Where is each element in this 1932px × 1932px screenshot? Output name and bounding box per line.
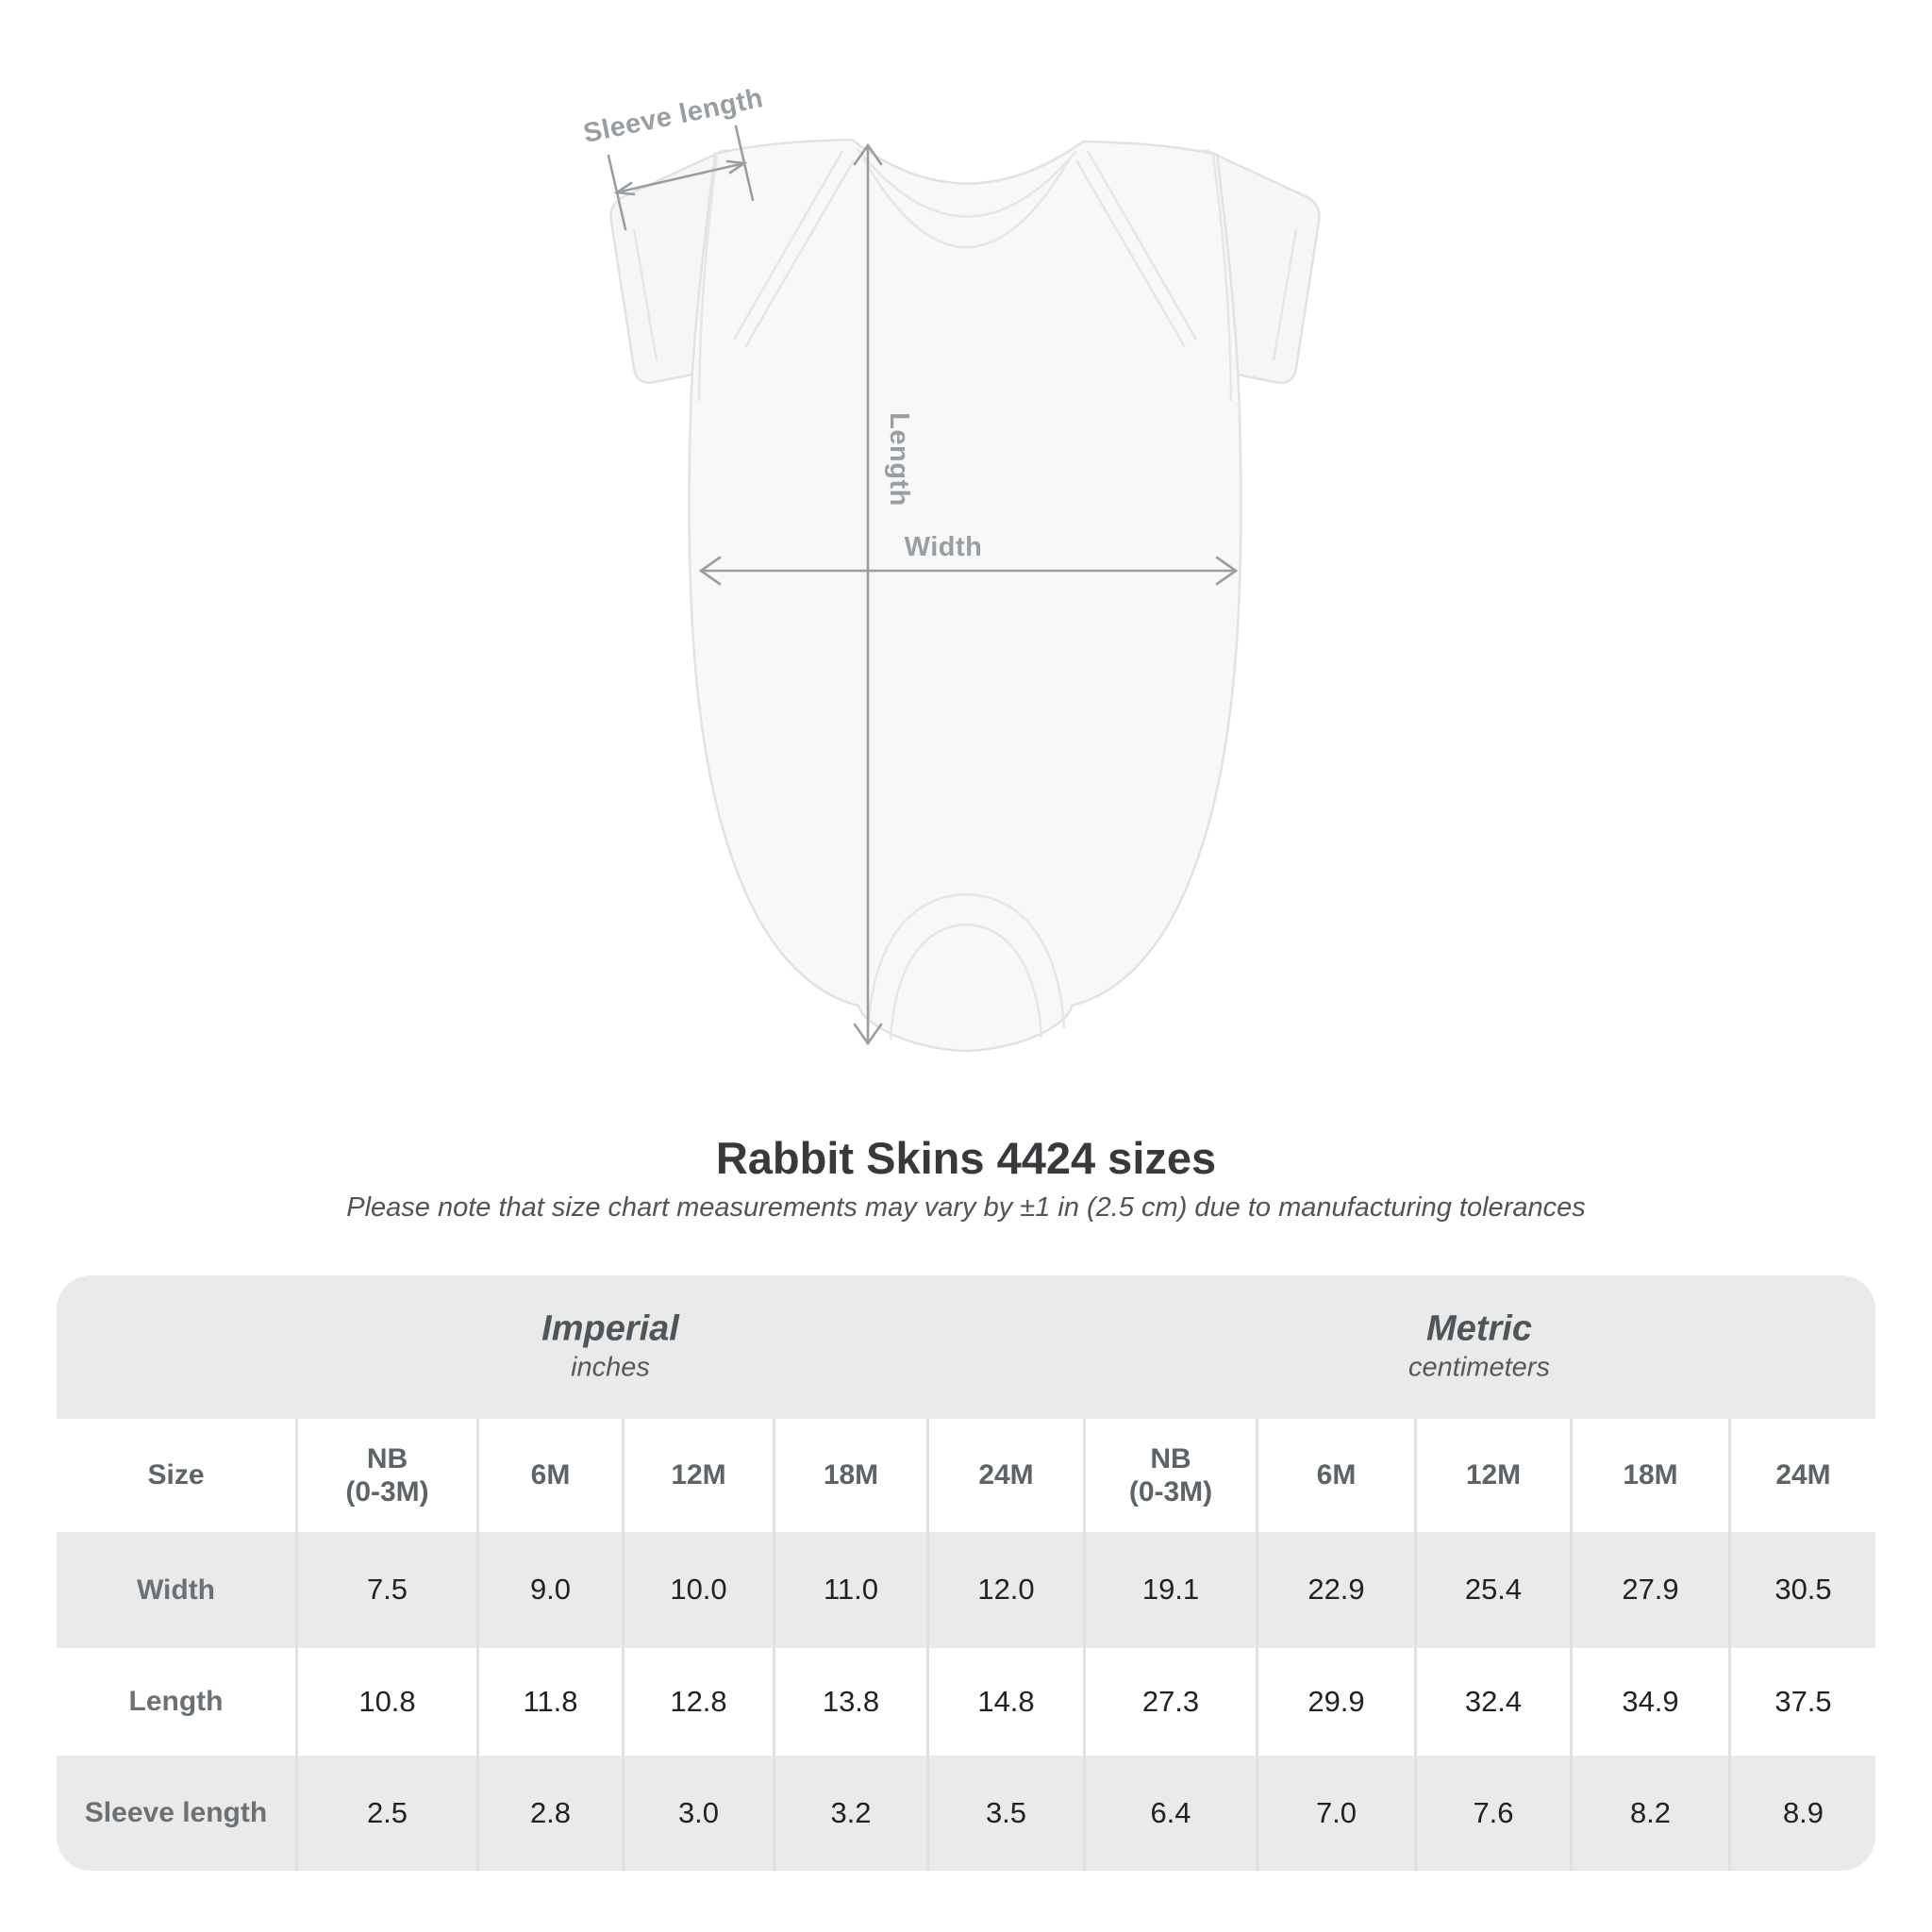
size-value-cell: 22.9: [1256, 1532, 1414, 1648]
size-value-cell: 3.2: [773, 1756, 926, 1871]
width-annotation: [698, 556, 1239, 586]
table-row-sleeve-length: Sleeve length 2.5 2.8 3.0 3.2 3.5 6.4 7.…: [57, 1756, 1875, 1871]
tolerance-note: Please note that size chart measurements…: [346, 1192, 1586, 1223]
size-value-cell: 25.4: [1414, 1532, 1570, 1648]
column-header-line1: 12M: [1465, 1459, 1522, 1491]
size-value-cell: 7.6: [1414, 1756, 1570, 1871]
size-value-cell: 6.4: [1083, 1756, 1256, 1871]
size-value-cell: 2.8: [476, 1756, 622, 1871]
size-value-cell: 3.5: [926, 1756, 1083, 1871]
sleeve-length-annotation: [607, 125, 755, 231]
size-value-cell: 12.0: [926, 1532, 1083, 1648]
size-value-cell: 32.4: [1414, 1648, 1570, 1756]
row-label: Sleeve length: [84, 1797, 268, 1829]
onesie-illustration: [609, 138, 1321, 1053]
table-row-width: Width 7.5 9.0 10.0 11.0 12.0 19.1 22.9 2…: [57, 1532, 1875, 1648]
metric-group-header: Metric centimeters: [1408, 1308, 1550, 1385]
column-header-line2: (0-3M): [345, 1476, 429, 1507]
size-value-cell: 8.2: [1570, 1756, 1728, 1871]
table-header-row: Size NB (0-3M) 6M 12M 18M 24M NB (0-3M) …: [57, 1419, 1875, 1532]
row-label: Width: [136, 1574, 216, 1606]
size-value-cell: 2.5: [295, 1756, 476, 1871]
metric-unit: centimeters: [1408, 1352, 1550, 1382]
size-value-cell: 19.1: [1083, 1532, 1256, 1648]
width-label: Width: [905, 532, 983, 562]
onesie-measurement-diagram: Sleeve length Length Width: [581, 83, 1321, 1053]
size-value-cell: 34.9: [1570, 1648, 1728, 1756]
size-value-cell: 10.0: [622, 1532, 773, 1648]
column-header-24m-metric: 24M: [1728, 1419, 1875, 1532]
size-value-cell: 11.8: [476, 1648, 622, 1756]
page-title: Rabbit Skins 4424 sizes: [715, 1133, 1217, 1183]
table-row-length: Length 10.8 11.8 12.8 13.8 14.8 27.3 29.…: [57, 1648, 1875, 1756]
size-value-cell: 29.9: [1256, 1648, 1414, 1756]
column-header-line1: NB: [366, 1442, 408, 1474]
size-value-cell: 11.0: [773, 1532, 926, 1648]
column-header-nb-metric: NB (0-3M): [1083, 1419, 1256, 1532]
column-header-line1: 12M: [671, 1459, 726, 1491]
length-annotation: [853, 142, 883, 1046]
size-value-cell: 8.9: [1728, 1756, 1875, 1871]
size-value-cell: 14.8: [926, 1648, 1083, 1756]
column-header-6m-imperial: 6M: [476, 1419, 622, 1532]
length-label: Length: [884, 412, 914, 507]
column-header-line1: 24M: [978, 1459, 1034, 1491]
onesie-seams: [632, 148, 1298, 1041]
column-header-line1: 6M: [530, 1459, 571, 1491]
column-header-line1: 24M: [1775, 1459, 1831, 1491]
size-value-cell: 27.9: [1570, 1532, 1728, 1648]
size-value-cell: 27.3: [1083, 1648, 1256, 1756]
column-header-6m-metric: 6M: [1256, 1419, 1414, 1532]
column-header-18m-metric: 18M: [1570, 1419, 1728, 1532]
imperial-unit: inches: [571, 1352, 650, 1382]
size-value-cell: 9.0: [476, 1532, 622, 1648]
column-header-12m-metric: 12M: [1414, 1419, 1570, 1532]
unit-band: Imperial inches Metric centimeters: [57, 1275, 1875, 1419]
size-value-cell: 30.5: [1728, 1532, 1875, 1648]
column-header-18m-imperial: 18M: [773, 1419, 926, 1532]
column-header-line1: 6M: [1316, 1459, 1357, 1491]
column-header-line1: NB: [1150, 1442, 1191, 1474]
size-value-cell: 10.8: [295, 1648, 476, 1756]
size-value-cell: 12.8: [622, 1648, 773, 1756]
onesie-torso: [688, 138, 1242, 1053]
column-header-line1: 18M: [823, 1459, 879, 1491]
metric-label: Metric: [1426, 1308, 1532, 1349]
size-value-cell: 37.5: [1728, 1648, 1875, 1756]
imperial-label: Imperial: [541, 1308, 679, 1349]
column-header-line1: 18M: [1623, 1459, 1678, 1491]
row-label: Length: [128, 1686, 224, 1718]
column-header-nb-imperial: NB (0-3M): [295, 1419, 476, 1532]
size-value-cell: 13.8: [773, 1648, 926, 1756]
size-value-cell: 3.0: [622, 1756, 773, 1871]
column-header-line2: (0-3M): [1128, 1476, 1213, 1507]
imperial-group-header: Imperial inches: [541, 1308, 679, 1385]
column-header-24m-imperial: 24M: [926, 1419, 1083, 1532]
size-column-header: Size: [147, 1459, 205, 1491]
size-value-cell: 7.5: [295, 1532, 476, 1648]
size-value-cell: 7.0: [1256, 1756, 1414, 1871]
column-header-12m-imperial: 12M: [622, 1419, 773, 1532]
size-table: Imperial inches Metric centimeters Size …: [57, 1275, 1875, 1871]
